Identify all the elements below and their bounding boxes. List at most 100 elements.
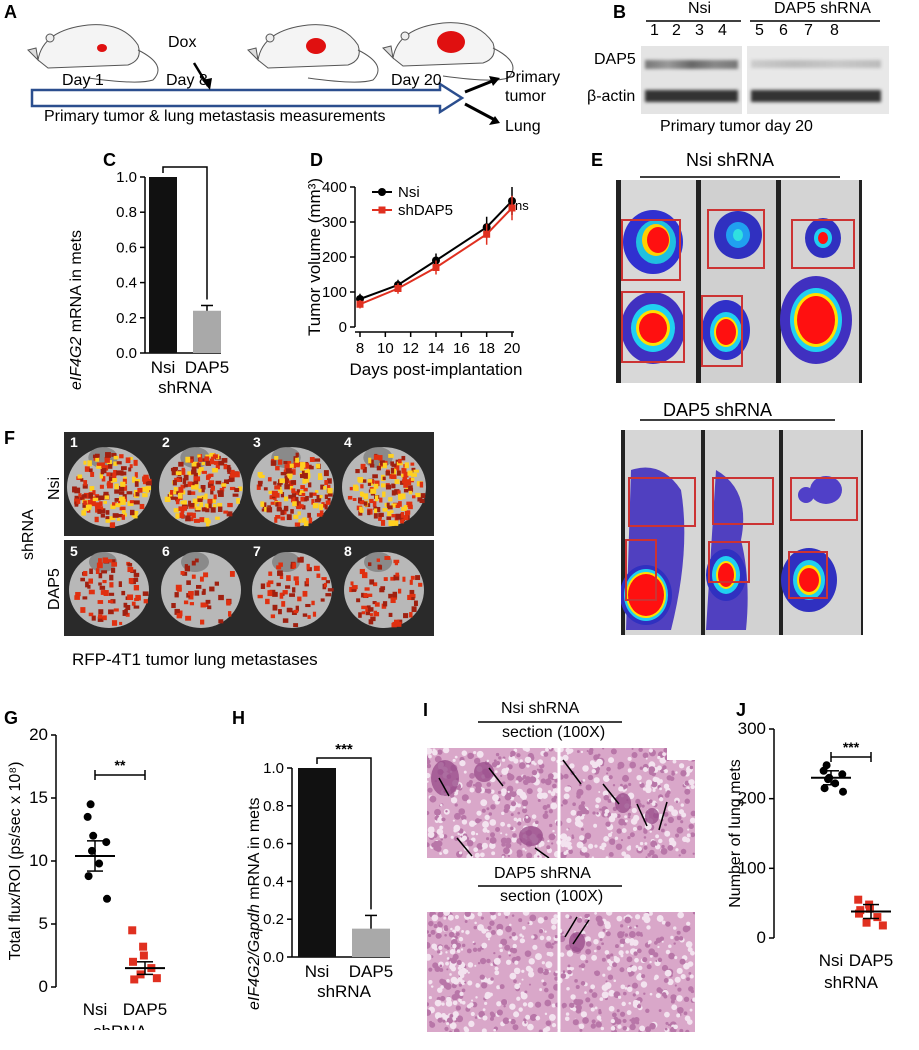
alveolus bbox=[539, 935, 545, 941]
metastasis-spot bbox=[309, 457, 315, 462]
alveolus bbox=[586, 749, 589, 752]
alveolus bbox=[631, 748, 634, 750]
alveolus bbox=[492, 794, 499, 802]
alveolus bbox=[681, 770, 684, 773]
alveolus bbox=[427, 933, 432, 938]
alveolus bbox=[667, 978, 674, 986]
arrow-marker bbox=[534, 847, 550, 858]
alveolus bbox=[443, 926, 449, 932]
panel-label-c: C bbox=[103, 150, 116, 170]
alveolus bbox=[676, 930, 681, 935]
panel-label-j: J bbox=[736, 700, 747, 720]
alveolus bbox=[519, 843, 522, 846]
alveolus bbox=[678, 809, 685, 815]
alveolus bbox=[620, 924, 624, 928]
alveolus bbox=[427, 772, 431, 779]
alveolus bbox=[435, 932, 442, 939]
metastasis-spot bbox=[97, 616, 104, 622]
metastasis-spot bbox=[190, 502, 195, 507]
alveolus bbox=[434, 808, 441, 816]
alveolus bbox=[469, 787, 475, 793]
alveolus bbox=[427, 842, 430, 848]
metastasis-spot bbox=[395, 572, 400, 577]
metastasis-spot bbox=[360, 484, 364, 489]
metastasis-spot bbox=[362, 466, 367, 473]
alveolus bbox=[507, 854, 511, 858]
alveolus bbox=[449, 973, 452, 976]
metastasis-spot bbox=[189, 602, 195, 606]
alveolus bbox=[658, 1009, 662, 1012]
alveolus bbox=[447, 914, 454, 921]
alveolus bbox=[450, 957, 457, 964]
metastasis-spot bbox=[324, 582, 328, 588]
metastasis-spot bbox=[327, 492, 333, 497]
metastasis-spot bbox=[304, 497, 308, 502]
alveolus bbox=[514, 983, 520, 990]
alveolus bbox=[470, 831, 476, 836]
metastasis-spot bbox=[374, 508, 378, 514]
metastasis-spot bbox=[200, 602, 206, 608]
alveolus bbox=[450, 835, 454, 839]
metastasis-spot bbox=[175, 471, 182, 476]
alveolus bbox=[616, 813, 621, 819]
metastasis-spot bbox=[265, 598, 270, 605]
alveolus bbox=[648, 912, 653, 916]
alveolus bbox=[605, 856, 609, 858]
alveolus bbox=[643, 992, 646, 995]
alveolus bbox=[491, 851, 496, 856]
alveolus bbox=[604, 809, 610, 814]
alveolus bbox=[593, 939, 599, 945]
alveolus bbox=[463, 770, 467, 774]
metastasis-spot bbox=[201, 488, 205, 493]
alveolus bbox=[584, 832, 592, 840]
alveolus bbox=[477, 947, 482, 952]
metastasis-spot bbox=[218, 460, 225, 466]
alveolus bbox=[580, 963, 586, 969]
metastasis-spot bbox=[300, 496, 305, 502]
alveolus bbox=[580, 981, 586, 986]
metastasis-spot bbox=[170, 489, 174, 495]
y-tick-label: 0.0 bbox=[263, 949, 284, 966]
alveolus bbox=[459, 760, 466, 767]
alveolus bbox=[466, 839, 474, 847]
metastasis-spot bbox=[384, 502, 388, 507]
metastasis-spot bbox=[391, 503, 397, 508]
alveolus bbox=[664, 1027, 668, 1031]
metastasis-spot bbox=[102, 557, 109, 564]
metastasis-spot bbox=[303, 487, 308, 492]
metastasis-spot bbox=[298, 519, 302, 523]
alveolus bbox=[686, 921, 691, 926]
alveolus bbox=[571, 836, 575, 839]
alveolus bbox=[482, 1015, 488, 1021]
alveolus bbox=[633, 1016, 640, 1023]
metastasis-spot bbox=[186, 580, 191, 585]
alveolus bbox=[656, 915, 664, 922]
alveolus bbox=[663, 978, 669, 983]
alveolus bbox=[686, 1019, 693, 1025]
alveolus bbox=[594, 970, 598, 975]
alveolus bbox=[446, 946, 450, 950]
alveolus bbox=[454, 836, 457, 839]
alveolus bbox=[452, 1000, 458, 1006]
metastasis-spot bbox=[200, 485, 206, 490]
alveolus bbox=[620, 984, 626, 990]
alveolus bbox=[551, 783, 557, 789]
alveolus bbox=[637, 825, 643, 831]
alveolus bbox=[500, 832, 503, 835]
metastasis-spot bbox=[198, 488, 202, 493]
alveolus bbox=[589, 1003, 594, 1008]
alveolus bbox=[493, 759, 497, 763]
alveolus bbox=[446, 1022, 450, 1026]
alveolus bbox=[494, 970, 500, 976]
alveolus bbox=[497, 912, 502, 916]
alveolus bbox=[449, 1022, 457, 1030]
alveolus bbox=[456, 959, 462, 966]
metastasis-spot bbox=[187, 471, 193, 476]
alveolus bbox=[524, 990, 528, 994]
x-tick-label: Nsi bbox=[819, 951, 844, 970]
alveolus bbox=[458, 936, 464, 942]
metastasis-spot bbox=[210, 507, 216, 513]
significance-bracket bbox=[162, 166, 208, 300]
